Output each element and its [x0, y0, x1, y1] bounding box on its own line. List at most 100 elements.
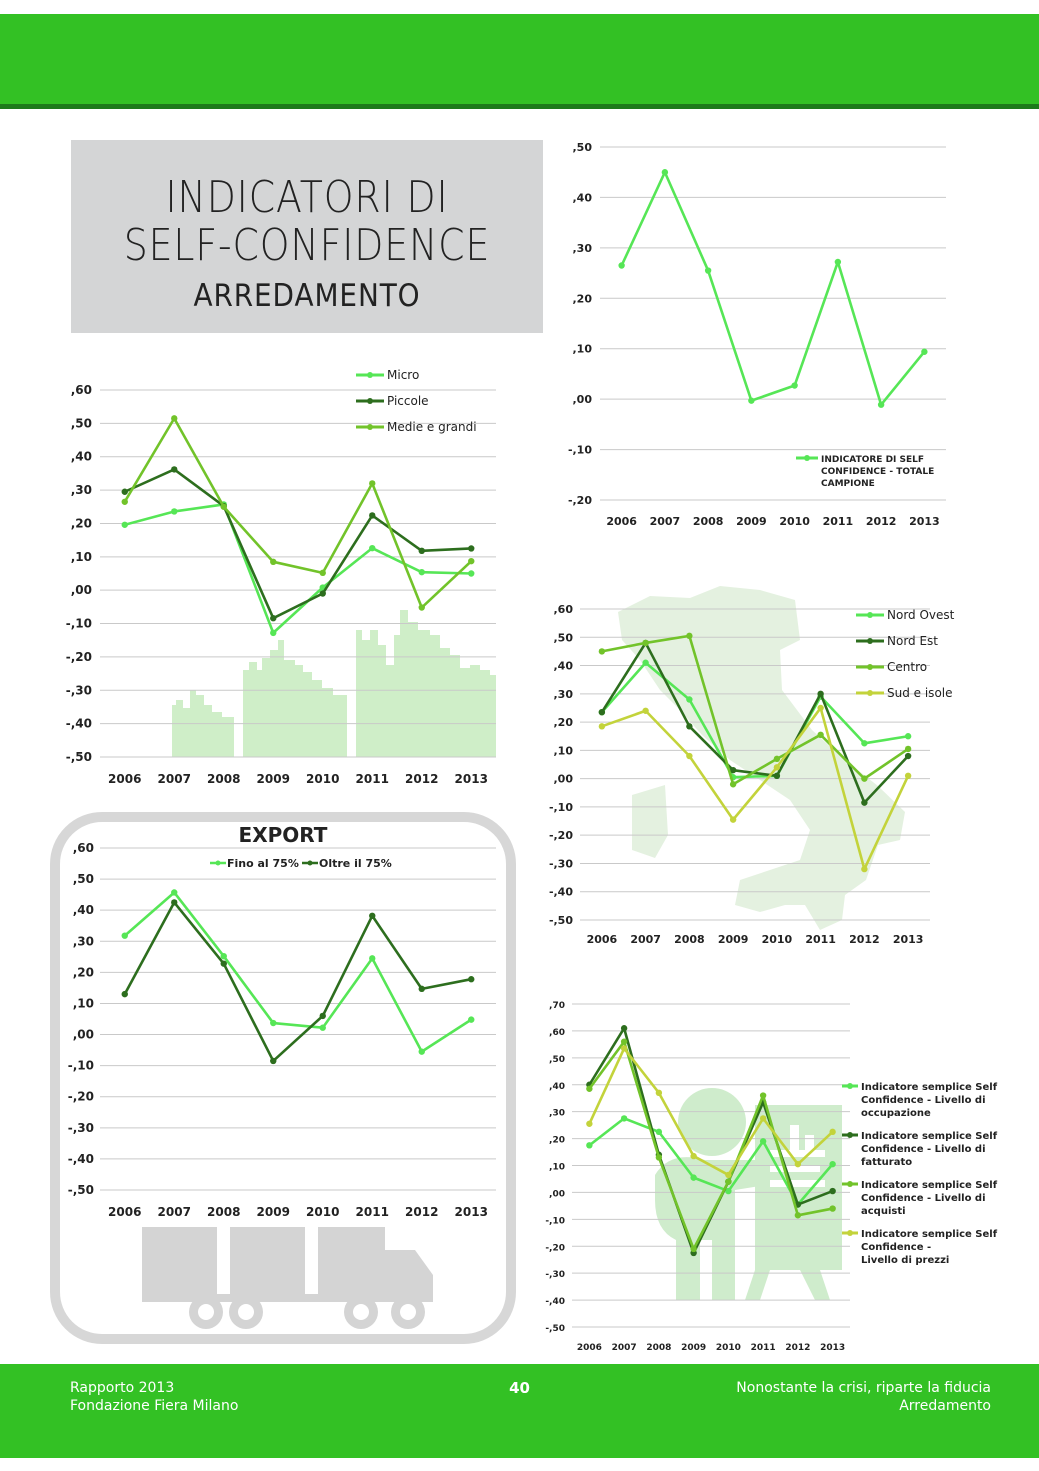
data-point — [655, 1128, 663, 1136]
title-line-2: SELF-CONFIDENCE — [123, 220, 491, 271]
y-tick-label: -,30 — [66, 683, 92, 697]
legend-marker — [867, 612, 873, 618]
y-tick-label: ,30 — [554, 688, 574, 701]
y-tick-label: ,20 — [549, 1136, 565, 1146]
y-tick-label: -,40 — [549, 886, 573, 899]
x-tick-label: 2008 — [674, 933, 705, 946]
series-line — [588, 1040, 833, 1251]
truck-shape — [142, 1227, 433, 1329]
data-point — [642, 707, 649, 714]
x-tick-label: 2009 — [257, 1205, 290, 1219]
data-point — [468, 976, 475, 983]
data-point — [220, 503, 227, 510]
data-point — [794, 1212, 802, 1219]
legend-label: Centro — [887, 660, 927, 674]
footer-right: Nonostante la crisi, riparte la fiducia … — [736, 1379, 991, 1415]
data-point — [369, 480, 376, 487]
legend-label: Indicatore semplice Self Confidence - Live… — [861, 1229, 998, 1266]
data-point — [759, 1115, 767, 1122]
data-point — [904, 733, 912, 740]
data-point — [270, 1019, 277, 1027]
x-tick-label: 2009 — [718, 933, 749, 946]
x-tick-label: 2007 — [158, 1205, 191, 1219]
data-point — [904, 772, 912, 780]
y-tick-label: ,70 — [549, 1001, 565, 1011]
series-line — [123, 891, 472, 1053]
data-point — [171, 508, 178, 515]
y-tick-label: -,20 — [68, 1090, 94, 1104]
x-tick-label: 2012 — [405, 1205, 438, 1219]
y-tick-label: -,50 — [66, 750, 92, 764]
data-point — [598, 723, 606, 730]
x-tick-label: 2007 — [650, 515, 681, 528]
data-point — [773, 755, 781, 763]
series-line — [124, 503, 472, 635]
y-tick-label: ,00 — [554, 773, 574, 786]
y-tick-label: ,40 — [71, 450, 92, 464]
data-point — [220, 960, 227, 967]
data-point — [270, 629, 277, 637]
title-box: INDICATORI DI SELF-CONFIDENCE ARREDAMENT… — [71, 140, 543, 333]
data-point — [686, 632, 693, 640]
y-tick-label: ,30 — [549, 1109, 565, 1119]
data-point — [468, 1016, 475, 1023]
data-point — [171, 415, 178, 422]
legend-label: Indicatore semplice Self Confidence - Liv… — [861, 1180, 998, 1217]
x-tick-label: 2013 — [893, 933, 924, 946]
series-line — [601, 634, 909, 786]
data-point — [791, 382, 798, 389]
data-point — [220, 952, 227, 960]
y-tick-label: ,10 — [549, 1163, 565, 1173]
data-point — [817, 731, 824, 739]
x-tick-label: 2006 — [587, 933, 618, 946]
y-tick-label: ,50 — [549, 1055, 565, 1065]
data-point — [586, 1142, 593, 1149]
data-point — [468, 545, 475, 552]
legend-marker — [367, 424, 373, 430]
data-point — [829, 1187, 836, 1195]
x-tick-label: 2010 — [306, 1205, 339, 1219]
data-point — [759, 1092, 767, 1099]
y-tick-label: -,20 — [549, 829, 573, 842]
legend-label: INDICATORE DI SELF CONFIDENCE - TOTALE CAM… — [821, 455, 934, 489]
data-point — [642, 639, 649, 647]
y-tick-label: ,50 — [71, 416, 92, 430]
data-point — [586, 1120, 593, 1127]
y-tick-label: ,40 — [573, 191, 593, 204]
y-tick-label: -,10 — [66, 617, 92, 631]
data-point — [620, 1115, 628, 1122]
x-tick-label: 2010 — [716, 1343, 741, 1353]
data-point — [834, 258, 842, 266]
legend-marker — [367, 398, 373, 404]
data-point — [171, 466, 178, 473]
data-point — [686, 752, 693, 760]
data-point — [690, 1245, 697, 1253]
data-point — [661, 169, 669, 176]
data-point — [171, 899, 178, 906]
data-point — [620, 1045, 628, 1052]
y-tick-label: -,50 — [549, 914, 573, 927]
series-line — [124, 468, 472, 620]
y-tick-label: ,00 — [573, 393, 593, 406]
y-tick-label: ,30 — [71, 483, 92, 497]
data-point — [418, 568, 425, 576]
data-point — [121, 990, 128, 998]
series-line — [600, 661, 909, 779]
data-point — [369, 912, 376, 919]
presentation-board-details — [770, 1125, 829, 1187]
legend-label: Nord Ovest — [887, 608, 955, 622]
y-tick-label: ,60 — [554, 603, 574, 616]
data-point — [773, 764, 781, 771]
y-tick-label: ,50 — [573, 141, 593, 154]
y-tick-label: ,40 — [554, 660, 574, 673]
x-tick-label: 2012 — [849, 933, 880, 946]
x-tick-label: 2008 — [693, 515, 724, 528]
legend-label-line: Confidence - — [861, 1242, 931, 1253]
series-line — [588, 1047, 834, 1177]
y-tick-label: ,40 — [73, 903, 94, 917]
legend-marker — [847, 1181, 853, 1187]
x-tick-label: 2011 — [823, 515, 854, 528]
